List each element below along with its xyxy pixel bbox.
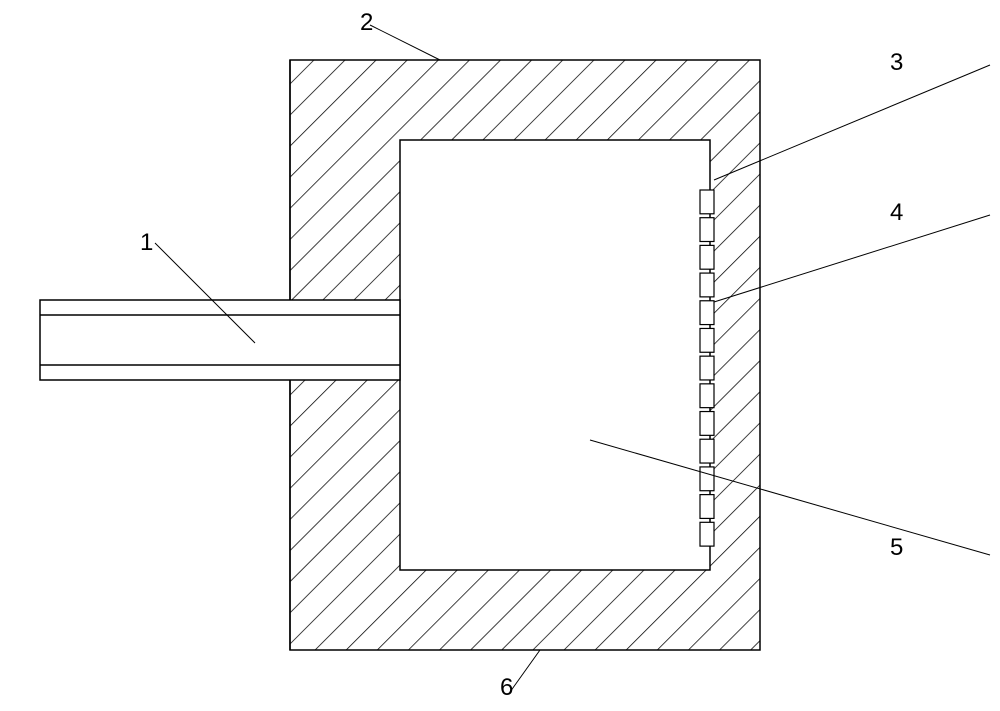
grating-cell: [700, 412, 714, 436]
label-1: 1: [140, 229, 153, 256]
label-6: 6: [500, 674, 513, 701]
grating-cell: [700, 218, 714, 242]
leader-line-5: [590, 440, 990, 555]
technical-diagram: 1 2 3 4 5 6: [0, 0, 1000, 711]
grating-cell: [700, 328, 714, 352]
grating-cell: [700, 301, 714, 325]
label-5: 5: [890, 534, 903, 561]
grating-cell: [700, 522, 714, 546]
grating-cell: [700, 245, 714, 269]
label-4: 4: [890, 199, 903, 226]
grating-cell: [700, 384, 714, 408]
label-2: 2: [360, 9, 373, 36]
grating-cell: [700, 190, 714, 214]
shaft-outer: [40, 300, 400, 380]
grating-cell: [700, 495, 714, 519]
grating-cell: [700, 356, 714, 380]
label-3: 3: [890, 49, 903, 76]
grating-cell: [700, 439, 714, 463]
inner-cavity-outline: [400, 140, 710, 570]
leader-line-2: [370, 25, 440, 60]
grating-cell: [700, 273, 714, 297]
leader-line-6: [510, 650, 540, 692]
grating-cell: [700, 467, 714, 491]
